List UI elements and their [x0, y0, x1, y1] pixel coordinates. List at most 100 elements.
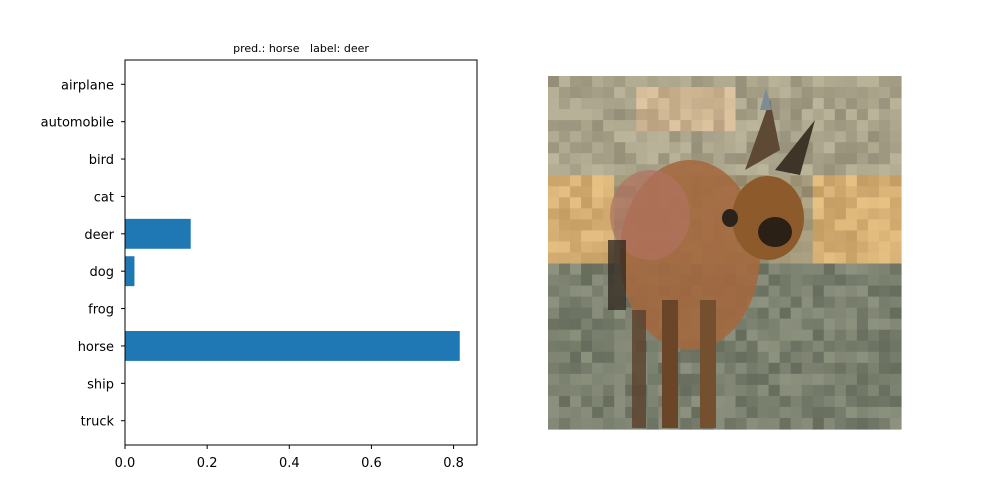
photo-pixel [691, 362, 704, 375]
photo-pixel [614, 417, 626, 430]
photo-pixel [603, 219, 615, 232]
photo-pixel [823, 373, 836, 386]
photo-pixel [845, 230, 858, 243]
photo-pixel [625, 340, 637, 353]
photo-pixel [548, 340, 560, 353]
photo-pixel [856, 307, 869, 320]
photo-pixel [647, 164, 659, 176]
photo-pixel [768, 285, 781, 298]
photo-pixel [834, 241, 847, 254]
photo-pixel [548, 384, 560, 397]
photo-pixel [647, 395, 659, 408]
photo-pixel [856, 373, 869, 386]
photo-pixel [548, 153, 560, 165]
photo-pixel [746, 142, 759, 154]
photo-pixel [680, 109, 693, 121]
photo-pixel [757, 285, 770, 298]
y-tick-label-dog: dog [90, 265, 114, 280]
y-tick-label-automobile: automobile [41, 116, 114, 131]
photo-pixel [592, 219, 604, 232]
photo-pixel [768, 318, 781, 331]
photo-pixel [581, 98, 593, 110]
photo-pixel [845, 76, 858, 88]
photo-pixel [592, 351, 604, 364]
photo-pixel [801, 285, 814, 298]
photo-pixel [834, 362, 847, 375]
photo-pixel [812, 318, 825, 331]
photo-pixel [548, 197, 560, 209]
photo-pixel [878, 87, 891, 99]
photo-pixel [889, 296, 902, 309]
photo-pixel [845, 340, 858, 353]
photo-pixel [746, 109, 759, 121]
photo-pixel [790, 373, 803, 386]
photo-pixel [790, 263, 803, 276]
photo-pixel [548, 252, 560, 265]
photo-pixel [801, 395, 814, 408]
photo-pixel [746, 351, 759, 364]
photo-pixel [647, 417, 659, 430]
photo-pixel [812, 208, 825, 221]
photo-pixel [592, 197, 604, 209]
photo-pixel [636, 76, 648, 88]
photo-pixel [691, 109, 704, 121]
photo-pixel [812, 329, 825, 342]
photo-pixel [724, 373, 737, 386]
photo-pixel [658, 87, 670, 99]
photo-pixel [768, 384, 781, 397]
photo-pixel [867, 76, 880, 88]
photo-pixel [680, 417, 693, 430]
photo-pixel [581, 406, 593, 419]
photo-pixel [625, 131, 637, 143]
photo-pixel [548, 395, 560, 408]
photo-pixel [559, 131, 571, 143]
photo-pixel [889, 285, 902, 298]
photo-pixel [867, 263, 880, 276]
photo-pixel [801, 296, 814, 309]
photo-pixel [592, 406, 604, 419]
photo-pixel [647, 384, 659, 397]
photo-pixel [735, 142, 748, 154]
photo-pixel [548, 186, 560, 198]
photo-pixel [823, 362, 836, 375]
photo-pixel [746, 307, 759, 320]
photo-pixel [581, 285, 593, 298]
photo-pixel [779, 296, 792, 309]
photo-pixel [746, 296, 759, 309]
photo-pixel [801, 373, 814, 386]
photo-pixel [878, 164, 891, 176]
photo-pixel [735, 76, 748, 88]
photo-pixel [713, 362, 726, 375]
photo-pixel [570, 197, 582, 209]
photo-pixel [647, 109, 659, 121]
x-tick-label-1: 0.2 [197, 456, 218, 471]
photo-pixel [548, 263, 560, 276]
photo-pixel [845, 241, 858, 254]
photo-pixel [691, 87, 704, 99]
photo-pixel [867, 230, 880, 243]
photo-pixel [790, 109, 803, 121]
photo-pixel [724, 98, 737, 110]
photo-pixel [812, 373, 825, 386]
photo-pixel [790, 274, 803, 287]
photo-pixel [768, 395, 781, 408]
photo-pixel [702, 131, 715, 143]
photo-pixel [581, 109, 593, 121]
photo-pixel [581, 263, 593, 276]
photo-pixel [592, 164, 604, 176]
photo-pixel [614, 76, 626, 88]
photo-pixel [581, 120, 593, 132]
photo-pixel [592, 109, 604, 121]
photo-pixel [845, 164, 858, 176]
photo-pixel [581, 329, 593, 342]
photo-pixel [834, 131, 847, 143]
photo-pixel [834, 296, 847, 309]
photo-pixel [757, 395, 770, 408]
photo-pixel [779, 252, 792, 265]
photo-pixel [680, 131, 693, 143]
photo-pixel [570, 285, 582, 298]
photo-pixel [548, 98, 560, 110]
photo-pixel [801, 87, 814, 99]
y-tick-label-frog: frog [88, 303, 114, 318]
photo-pixel [834, 307, 847, 320]
